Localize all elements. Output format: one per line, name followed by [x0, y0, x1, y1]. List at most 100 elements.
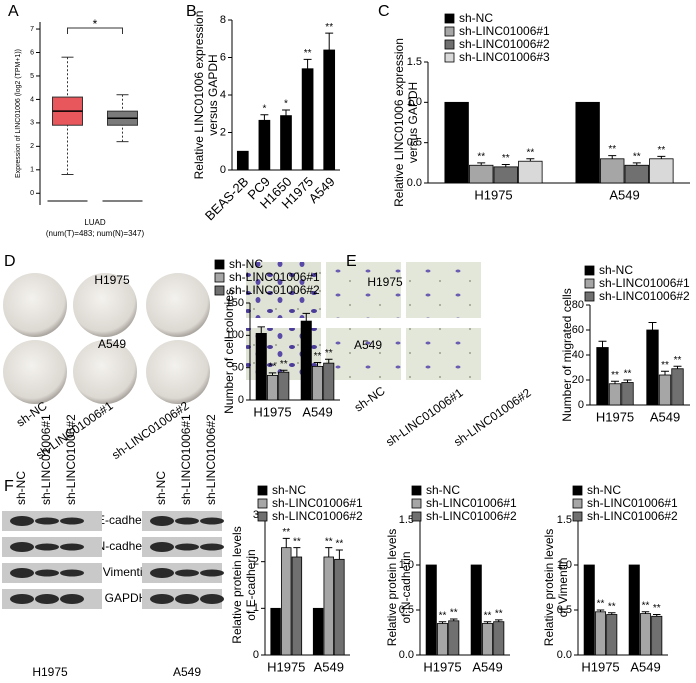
dish — [73, 273, 137, 337]
protein-label: GAPDH — [105, 591, 148, 605]
blot-band — [60, 543, 84, 551]
significance: ** — [597, 599, 605, 610]
blot-band — [150, 568, 174, 578]
error-bar — [648, 322, 657, 330]
y-tick-label: 0.5 — [557, 604, 572, 616]
significance: ** — [325, 536, 333, 547]
blot-band — [35, 543, 59, 551]
legend-swatch — [257, 511, 268, 522]
blot-band — [10, 594, 34, 604]
x-tick-label: A549 — [472, 659, 502, 674]
y-axis-label: Relative LINC01006 expression — [192, 11, 206, 180]
y-tick-label: 0 — [220, 164, 226, 176]
significance: * — [284, 99, 288, 110]
y-axis-label: versus GAPDH — [406, 82, 420, 163]
y-tick-label: 2 — [30, 143, 34, 150]
error-bar — [282, 109, 290, 116]
y-tick-label: 40 — [572, 349, 584, 361]
panel-label: E — [346, 253, 357, 270]
photo — [406, 328, 481, 380]
error-bar — [282, 537, 290, 548]
bar — [493, 621, 505, 656]
bar — [596, 347, 609, 406]
photo-label: H1975 — [367, 275, 403, 289]
significance: ** — [608, 601, 616, 612]
error-bar — [303, 58, 312, 69]
error-bar — [623, 379, 632, 383]
significance: ** — [304, 48, 312, 59]
legend-label: sh-LINC01006#2 — [426, 509, 517, 523]
photo — [406, 262, 481, 318]
y-axis-label: Relative LINC01006 expression — [392, 38, 406, 207]
y-tick-label: 0.0 — [399, 649, 414, 661]
error-bar — [661, 370, 669, 375]
legend-swatch — [214, 272, 225, 283]
x-tick-label: A549 — [630, 659, 660, 674]
x-tick-label: H1975 — [253, 404, 291, 419]
error-bar — [632, 162, 641, 166]
legend-label: sh-NC — [587, 483, 621, 497]
blot-band — [60, 517, 84, 525]
legend-swatch — [257, 485, 268, 496]
blot-band — [10, 542, 34, 552]
blot-band — [200, 517, 224, 525]
bar — [624, 164, 649, 184]
y-tick-label: 1.0 — [399, 559, 414, 571]
bar — [278, 371, 290, 401]
y-tick-label: 100 — [226, 329, 244, 341]
significance: ** — [484, 610, 492, 621]
dish — [3, 340, 67, 404]
protein-label: E-cadherin — [97, 513, 155, 527]
photo-label: H1975 — [94, 273, 130, 287]
error-bar — [280, 369, 288, 373]
y-tick-label: 1.5 — [557, 514, 572, 526]
y-tick-label: 1.0 — [557, 559, 572, 571]
error-bar — [268, 372, 277, 376]
blot-band — [60, 569, 84, 577]
y-tick-label: 0.0 — [407, 177, 422, 189]
y-tick-label: 1 — [253, 602, 259, 614]
significance: ** — [495, 609, 503, 620]
error-bar — [313, 361, 322, 367]
bar — [639, 613, 652, 656]
panel-label: F — [4, 478, 14, 495]
y-tick-label: 3 — [253, 509, 259, 521]
y-axis-label: Expression of LINC01006 (log2 (TPM+1)) — [15, 49, 22, 178]
x-tick-label: H1975 — [267, 659, 305, 674]
legend-label: sh-NC — [426, 483, 460, 497]
blot-band — [35, 594, 59, 604]
blot-band — [60, 594, 84, 604]
bar — [270, 607, 281, 656]
legend-swatch — [584, 278, 595, 289]
x-tick-label: A549 — [302, 404, 332, 419]
significance: ** — [661, 360, 669, 371]
x-tick-label: A549 — [650, 409, 680, 424]
bar — [518, 160, 543, 184]
y-tick-label: 0 — [30, 190, 34, 197]
legend-label: sh-LINC01006#1 — [426, 496, 517, 510]
photo — [246, 262, 321, 318]
blot-band — [150, 516, 174, 526]
legend-swatch — [584, 265, 595, 276]
legend-swatch — [214, 259, 225, 270]
error-bar — [608, 612, 616, 615]
error-bar — [335, 549, 343, 560]
error-bar — [302, 312, 310, 322]
bar — [425, 564, 437, 656]
legend-swatch — [584, 291, 595, 302]
y-tick-label: 50 — [232, 362, 244, 374]
blot-band — [175, 569, 199, 577]
error-bar — [325, 32, 334, 50]
significance: ** — [293, 536, 301, 547]
error-bar — [673, 365, 682, 369]
blot-band — [175, 543, 199, 551]
error-bar — [260, 114, 269, 121]
bar — [266, 375, 279, 401]
bar — [608, 383, 622, 406]
y-tick-label: 2 — [220, 126, 226, 138]
significance: ** — [526, 147, 534, 158]
error-bar — [483, 621, 492, 624]
bar — [583, 564, 595, 656]
bar — [444, 101, 469, 184]
